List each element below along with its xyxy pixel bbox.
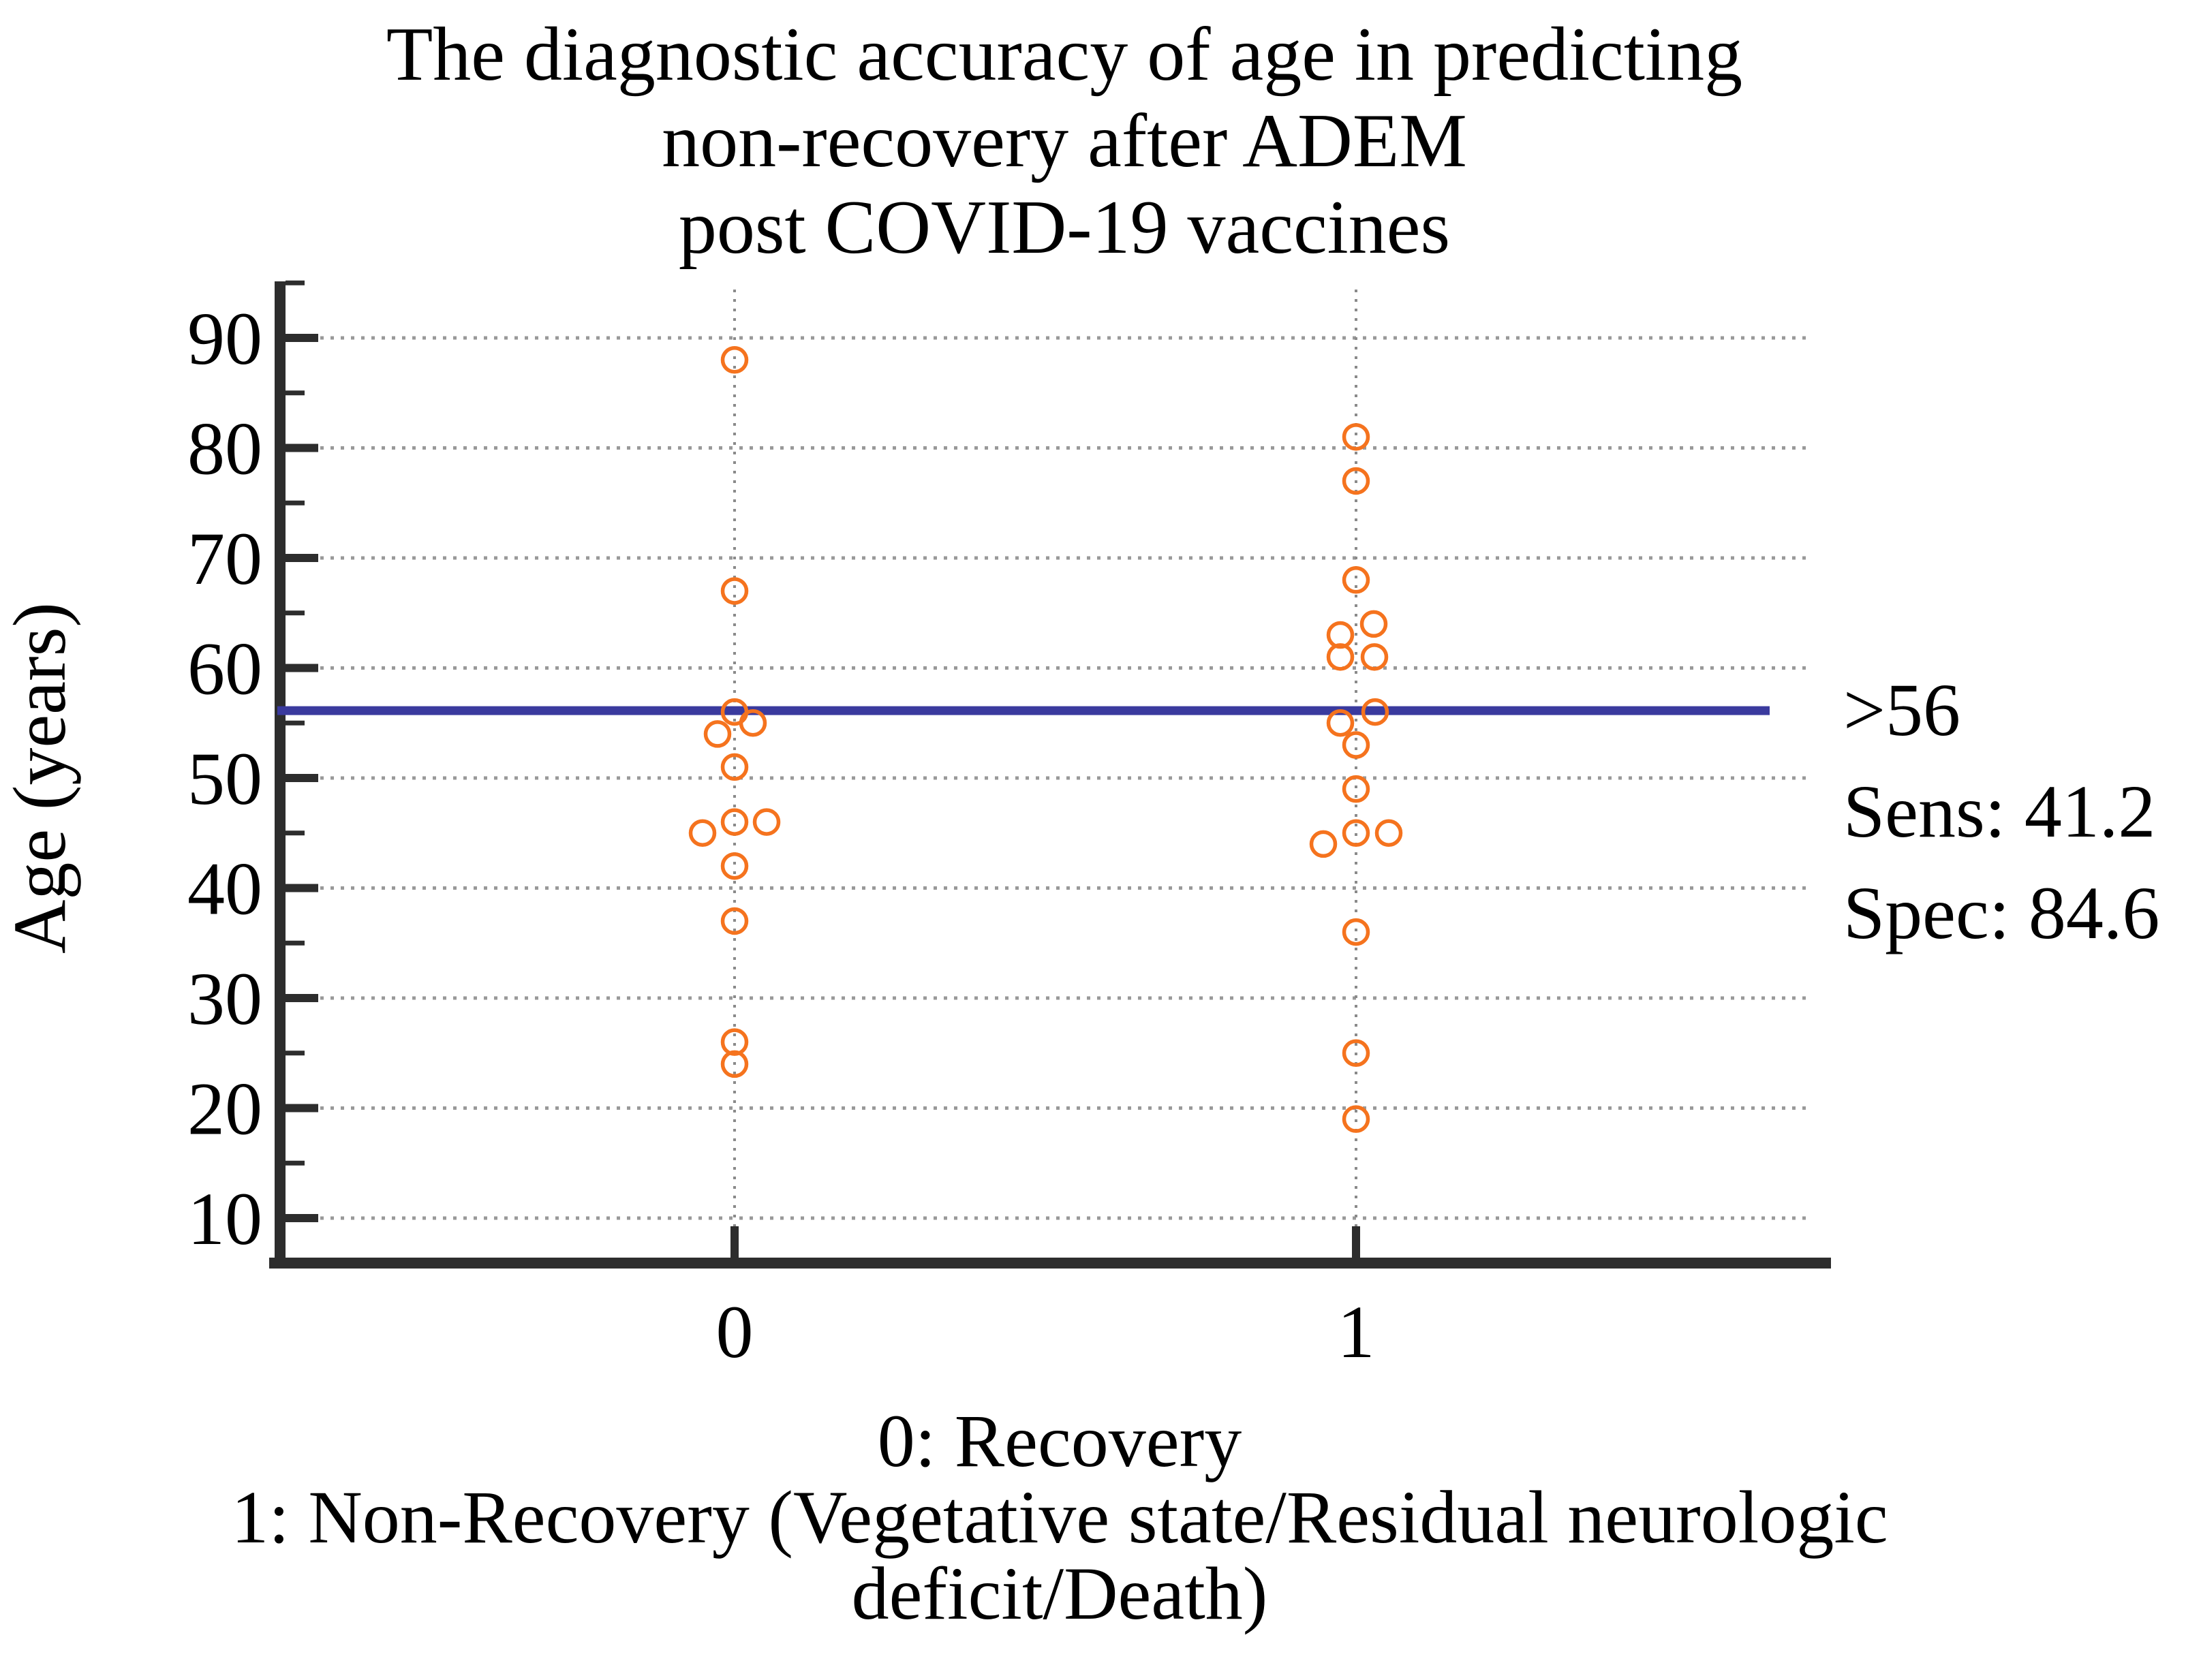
data-point-group1-age-36 (1342, 918, 1370, 946)
data-point-group1-age-61 (1326, 643, 1355, 671)
data-point-group1-age-56 (1361, 698, 1389, 726)
chart-title-line-3: post COVID-19 vaccines (679, 185, 1450, 270)
data-point-group0-age-37 (720, 907, 749, 935)
y-tick-label-60: 60 (187, 627, 262, 711)
y-tick-label-30: 30 (187, 957, 262, 1040)
y-tick-label-90: 90 (187, 297, 262, 380)
y-minor-tick-45 (286, 830, 305, 836)
y-tick-label-20: 20 (187, 1068, 262, 1151)
caption-line-3: deficit/Death) (852, 1552, 1268, 1635)
y-axis-label: Age (years) (0, 602, 81, 954)
data-point-group1-age-49 (1342, 775, 1370, 803)
x-axis-line (269, 1258, 1831, 1269)
x-tick-label-0: 0 (716, 1290, 754, 1373)
y-major-tick-30 (286, 994, 318, 1002)
chart-title-line-2: non-recovery after ADEM (662, 99, 1467, 183)
y-major-tick-50 (286, 774, 318, 782)
chart-title-line-1: The diagnostic accuracy of age in predic… (386, 12, 1742, 97)
specificity-label: Spec: 84.6 (1843, 871, 2159, 954)
y-axis-ticks (286, 280, 318, 1222)
data-point-group0-age-42 (720, 852, 749, 880)
y-major-tick-90 (286, 334, 318, 342)
y-minor-tick-65 (286, 610, 305, 616)
y-minor-tick-15 (286, 1160, 305, 1166)
y-tick-label-50: 50 (187, 737, 262, 820)
x-tick-label-1: 1 (1338, 1290, 1375, 1373)
data-point-group1-age-45 (1374, 819, 1403, 847)
cutoff-label: >56 (1843, 668, 1960, 751)
y-minor-tick-55 (286, 720, 305, 726)
data-point-group0-age-24 (720, 1050, 749, 1078)
data-point-group0-age-54 (703, 720, 732, 748)
data-point-group1-age-19 (1342, 1105, 1370, 1133)
data-point-group1-age-61 (1360, 643, 1389, 671)
data-point-group0-age-67 (720, 577, 749, 605)
data-points (688, 346, 1403, 1133)
y-tick-label-40: 40 (187, 847, 262, 931)
cutoff-line (277, 706, 1770, 715)
y-tick-label-80: 80 (187, 407, 262, 491)
y-minor-tick-75 (286, 500, 305, 505)
caption-line-2: 1: Non-Recovery (Vegetative state/Residu… (231, 1476, 1888, 1559)
y-major-tick-20 (286, 1104, 318, 1113)
data-point-group1-age-68 (1342, 566, 1370, 594)
gridlines (320, 336, 1809, 1220)
data-point-group1-age-25 (1342, 1039, 1370, 1067)
y-minor-tick-85 (286, 390, 305, 396)
x-tick-1 (1352, 1226, 1360, 1258)
y-axis-tick-labels: 90 80 70 60 50 40 30 20 10 (187, 297, 262, 1260)
y-minor-tick-25 (286, 1051, 305, 1056)
data-point-group0-age-88 (720, 346, 749, 374)
y-axis-line (275, 281, 286, 1269)
y-major-tick-80 (286, 444, 318, 452)
y-minor-tick-95 (286, 280, 305, 285)
sensitivity-label: Sens: 41.2 (1843, 770, 2155, 853)
y-major-tick-70 (286, 554, 318, 562)
data-point-group1-age-55 (1326, 709, 1355, 737)
data-point-group0-age-45 (688, 819, 717, 847)
x-tick-0 (730, 1226, 739, 1258)
data-point-group1-age-77 (1342, 467, 1370, 495)
caption-line-1: 0: Recovery (878, 1399, 1242, 1482)
data-point-group1-age-44 (1309, 830, 1338, 858)
data-point-group1-age-64 (1359, 610, 1388, 638)
y-major-tick-40 (286, 884, 318, 892)
y-major-tick-10 (286, 1214, 318, 1222)
data-point-group0-age-55 (739, 709, 767, 737)
data-point-group0-age-46 (720, 808, 749, 836)
data-point-group1-age-53 (1342, 731, 1370, 759)
column-guides (733, 290, 1357, 1256)
y-tick-label-70: 70 (187, 517, 262, 600)
y-minor-tick-35 (286, 940, 305, 946)
data-point-group1-age-81 (1342, 423, 1370, 451)
data-point-group1-age-45 (1342, 819, 1370, 847)
data-point-group0-age-51 (720, 753, 749, 781)
data-point-group0-age-46 (752, 808, 781, 836)
y-major-tick-60 (286, 664, 318, 672)
x-axis-ticks (730, 1226, 1360, 1258)
y-tick-label-10: 10 (187, 1177, 262, 1260)
